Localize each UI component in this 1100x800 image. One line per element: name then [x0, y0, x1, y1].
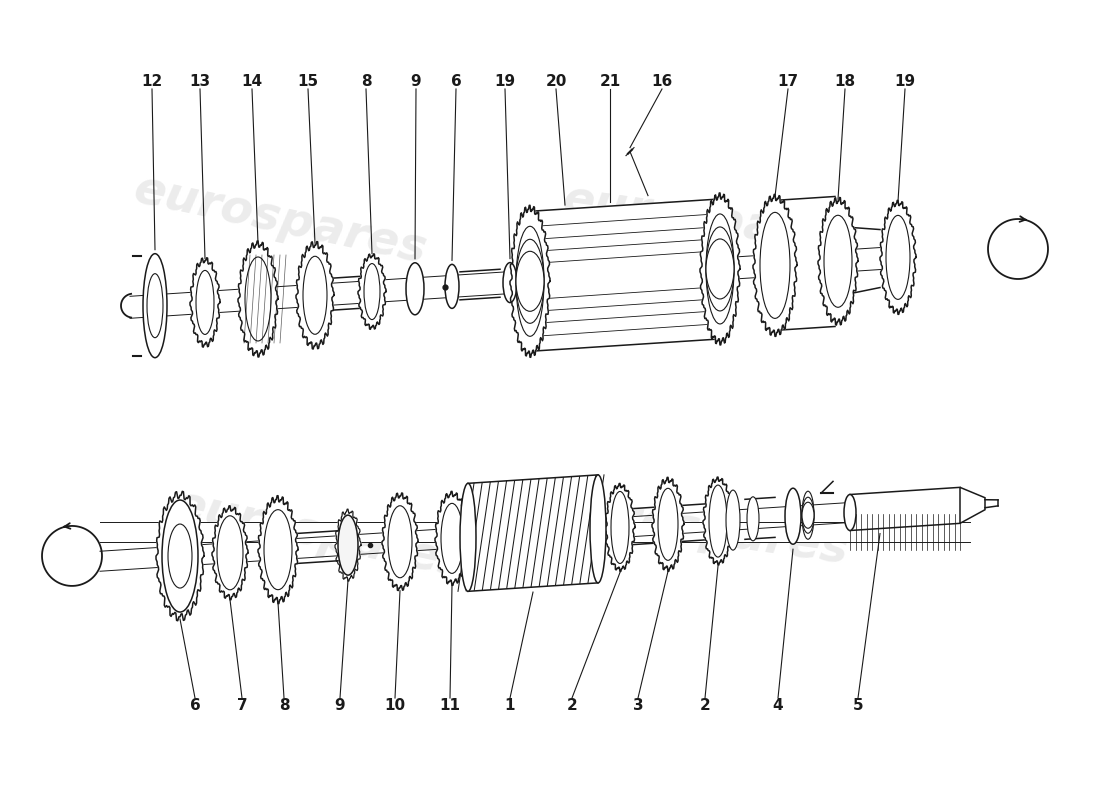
Polygon shape: [434, 491, 469, 586]
Polygon shape: [818, 198, 858, 325]
Ellipse shape: [460, 483, 476, 591]
Ellipse shape: [168, 524, 192, 588]
Ellipse shape: [726, 490, 740, 550]
Ellipse shape: [710, 485, 727, 557]
Ellipse shape: [388, 506, 412, 578]
Text: 10: 10: [384, 698, 406, 713]
Polygon shape: [652, 478, 684, 571]
Polygon shape: [100, 522, 970, 542]
Polygon shape: [336, 509, 361, 581]
Text: 19: 19: [494, 74, 516, 90]
Ellipse shape: [706, 214, 734, 324]
Ellipse shape: [162, 500, 198, 612]
Text: 1: 1: [505, 698, 515, 713]
Polygon shape: [238, 241, 278, 357]
Text: 4: 4: [772, 698, 783, 713]
Polygon shape: [212, 506, 248, 600]
Polygon shape: [776, 197, 835, 330]
Ellipse shape: [143, 254, 167, 358]
Polygon shape: [530, 199, 720, 351]
Polygon shape: [258, 496, 298, 604]
Text: eurospares: eurospares: [559, 177, 861, 263]
Ellipse shape: [824, 215, 852, 307]
Text: 12: 12: [142, 74, 163, 90]
Ellipse shape: [446, 264, 459, 308]
Polygon shape: [468, 475, 598, 591]
Text: 11: 11: [440, 698, 461, 713]
Text: 13: 13: [189, 74, 210, 90]
Text: 19: 19: [894, 74, 915, 90]
Ellipse shape: [610, 491, 629, 563]
Ellipse shape: [844, 494, 856, 530]
Polygon shape: [850, 487, 960, 530]
Polygon shape: [190, 258, 220, 347]
Polygon shape: [754, 194, 798, 336]
Polygon shape: [960, 487, 984, 523]
Ellipse shape: [760, 212, 790, 318]
Ellipse shape: [364, 263, 380, 319]
Polygon shape: [358, 254, 386, 330]
Text: 8: 8: [361, 74, 372, 90]
Text: 2: 2: [700, 698, 711, 713]
Text: 2: 2: [566, 698, 578, 713]
Text: eurospares: eurospares: [169, 482, 471, 588]
Ellipse shape: [747, 497, 759, 541]
Text: 5: 5: [852, 698, 864, 713]
Text: 9: 9: [410, 74, 421, 90]
Ellipse shape: [147, 274, 163, 338]
Ellipse shape: [802, 498, 814, 534]
Ellipse shape: [302, 256, 327, 334]
Ellipse shape: [706, 227, 734, 311]
Text: 17: 17: [778, 74, 799, 90]
Ellipse shape: [886, 215, 910, 299]
Ellipse shape: [196, 270, 214, 334]
Ellipse shape: [264, 510, 292, 590]
Ellipse shape: [217, 516, 243, 590]
Text: 9: 9: [334, 698, 345, 713]
Ellipse shape: [406, 262, 424, 314]
Ellipse shape: [245, 257, 271, 341]
Text: 16: 16: [651, 74, 672, 90]
Ellipse shape: [658, 488, 678, 560]
Polygon shape: [296, 242, 334, 349]
Text: 21: 21: [600, 74, 620, 90]
Polygon shape: [156, 491, 204, 621]
Ellipse shape: [516, 226, 544, 336]
Polygon shape: [700, 193, 740, 345]
Ellipse shape: [338, 515, 358, 575]
Polygon shape: [605, 483, 635, 571]
Ellipse shape: [516, 239, 544, 323]
Text: 3: 3: [632, 698, 644, 713]
Polygon shape: [880, 200, 916, 314]
Text: 15: 15: [297, 74, 319, 90]
Ellipse shape: [802, 491, 814, 539]
Ellipse shape: [503, 262, 517, 302]
Text: 20: 20: [546, 74, 566, 90]
Text: 6: 6: [189, 698, 200, 713]
Ellipse shape: [706, 239, 734, 299]
Text: eurospares: eurospares: [549, 487, 851, 573]
Text: 14: 14: [241, 74, 263, 90]
Polygon shape: [510, 206, 550, 358]
Polygon shape: [703, 477, 733, 565]
Polygon shape: [382, 493, 418, 590]
Ellipse shape: [785, 488, 801, 544]
Text: 7: 7: [236, 698, 248, 713]
Ellipse shape: [516, 251, 544, 311]
Ellipse shape: [590, 475, 606, 583]
Text: 18: 18: [835, 74, 856, 90]
Ellipse shape: [802, 502, 814, 528]
Text: 6: 6: [451, 74, 461, 90]
Ellipse shape: [441, 503, 463, 574]
Text: eurospares: eurospares: [130, 167, 431, 273]
Text: 8: 8: [278, 698, 289, 713]
